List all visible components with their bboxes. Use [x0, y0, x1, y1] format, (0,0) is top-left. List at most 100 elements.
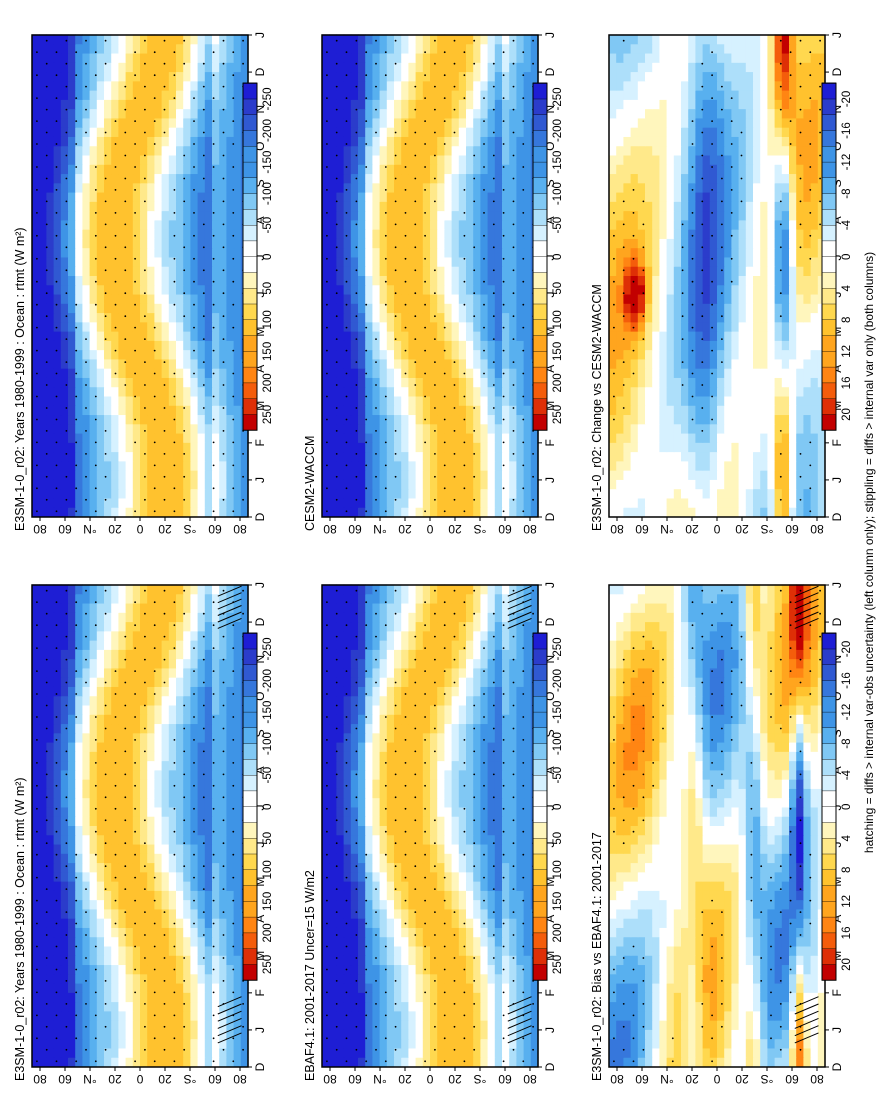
- heatmap-cell: [322, 806, 330, 817]
- heatmap-cell: [717, 1057, 725, 1067]
- heatmap-cell: [60, 945, 69, 956]
- heatmap-cell: [39, 862, 48, 873]
- heatmap-cell: [422, 667, 431, 678]
- heatmap-cell: [68, 723, 76, 734]
- stipple-dot: [232, 624, 235, 627]
- heatmap-cell: [39, 973, 48, 984]
- heatmap-cell: [147, 602, 155, 613]
- heatmap-cell: [394, 853, 402, 864]
- stipple-dot: [434, 842, 436, 845]
- heatmap-cell: [422, 945, 431, 956]
- heatmap-cell: [789, 1038, 797, 1049]
- stipple-dot: [173, 601, 176, 604]
- heatmap-cell: [190, 955, 199, 966]
- heatmap-cell: [322, 1047, 330, 1058]
- heatmap-cell: [509, 862, 518, 873]
- heatmap-cell: [336, 667, 345, 678]
- heatmap-cell: [132, 1057, 141, 1067]
- heatmap-cell: [82, 918, 91, 928]
- heatmap-cell: [738, 788, 747, 799]
- colorbar-segment: [532, 932, 548, 949]
- heatmap-cell: [473, 992, 482, 1003]
- heatmap-cell: [487, 936, 496, 947]
- stipple-dot: [522, 693, 525, 695]
- heatmap-cell: [509, 1029, 518, 1040]
- heatmap-cell: [183, 584, 191, 595]
- stipple-dot: [193, 853, 195, 856]
- heatmap-cell: [523, 797, 532, 808]
- heatmap-cell: [233, 751, 242, 762]
- heatmap-cell: [82, 1038, 91, 1049]
- heatmap-cell: [753, 890, 761, 901]
- heatmap-cell: [132, 1029, 141, 1040]
- heatmap-cell: [176, 881, 184, 891]
- heatmap-cell: [32, 955, 40, 966]
- heatmap-cell: [118, 714, 127, 725]
- heatmap-cell: [161, 797, 170, 808]
- heatmap-cell: [652, 825, 661, 836]
- heatmap-cell: [147, 964, 155, 975]
- heatmap-cell: [623, 1047, 632, 1058]
- stipple-dot: [75, 876, 78, 879]
- heatmap-cell: [803, 806, 812, 817]
- heatmap-cell: [444, 927, 453, 938]
- heatmap-cell: [444, 816, 453, 826]
- heatmap-cell: [473, 630, 482, 641]
- heatmap-cell: [637, 964, 646, 975]
- heatmap-cell: [717, 871, 725, 882]
- heatmap-cell: [437, 640, 446, 650]
- heatmap-cell: [372, 686, 381, 697]
- heatmap-cell: [168, 677, 177, 687]
- heatmap-cell: [659, 982, 668, 993]
- heatmap-cell: [190, 871, 199, 882]
- heatmap-cell: [702, 862, 711, 873]
- heatmap-cell: [204, 1010, 213, 1021]
- heatmap-cell: [68, 788, 76, 799]
- heatmap-cell: [176, 1029, 184, 1040]
- heatmap-cell: [118, 584, 127, 595]
- colorbar-segment: [532, 869, 548, 886]
- heatmap-cell: [104, 788, 112, 799]
- heatmap-cell: [523, 1057, 532, 1067]
- heatmap-cell: [204, 695, 213, 706]
- heatmap-cell: [147, 890, 155, 901]
- stipple-dot: [212, 853, 215, 856]
- stipple-dot: [222, 865, 225, 868]
- heatmap-cell: [688, 955, 697, 966]
- stipple-dot: [153, 1037, 156, 1040]
- heatmap-cell: [132, 908, 141, 919]
- stipple-dot: [134, 945, 137, 948]
- heatmap-cell: [630, 1029, 639, 1040]
- heatmap-cell: [437, 649, 446, 660]
- stipple-dot: [375, 658, 377, 661]
- stipple-dot: [404, 784, 407, 787]
- stipple-dot: [104, 750, 107, 753]
- heatmap-cell: [379, 1029, 388, 1040]
- heatmap-cell: [673, 955, 682, 966]
- heatmap-cell: [796, 1038, 805, 1049]
- heatmap-cell: [774, 964, 783, 975]
- stipple-dot: [512, 980, 515, 982]
- heatmap-cell: [702, 936, 711, 947]
- heatmap-cell: [659, 936, 668, 947]
- stipple-dot: [414, 888, 417, 890]
- heatmap-cell: [233, 714, 242, 725]
- heatmap-cell: [226, 1001, 235, 1012]
- heatmap-cell: [509, 1038, 518, 1049]
- heatmap-cell: [760, 936, 769, 947]
- stipple-dot: [434, 635, 436, 638]
- heatmap-cell: [132, 871, 141, 882]
- heatmap-cell: [322, 955, 330, 966]
- heatmap-cell: [451, 769, 460, 780]
- colorbar-tick-label: 150: [552, 892, 564, 911]
- heatmap-cell: [125, 853, 134, 864]
- heatmap-cell: [401, 621, 410, 632]
- heatmap-cell: [408, 593, 417, 604]
- stipple-dot: [492, 658, 495, 661]
- heatmap-cell: [118, 806, 127, 817]
- heatmap-cell: [118, 686, 127, 697]
- heatmap-cell: [659, 1029, 668, 1040]
- heatmap-cell: [197, 973, 206, 984]
- heatmap-cell: [695, 1029, 704, 1040]
